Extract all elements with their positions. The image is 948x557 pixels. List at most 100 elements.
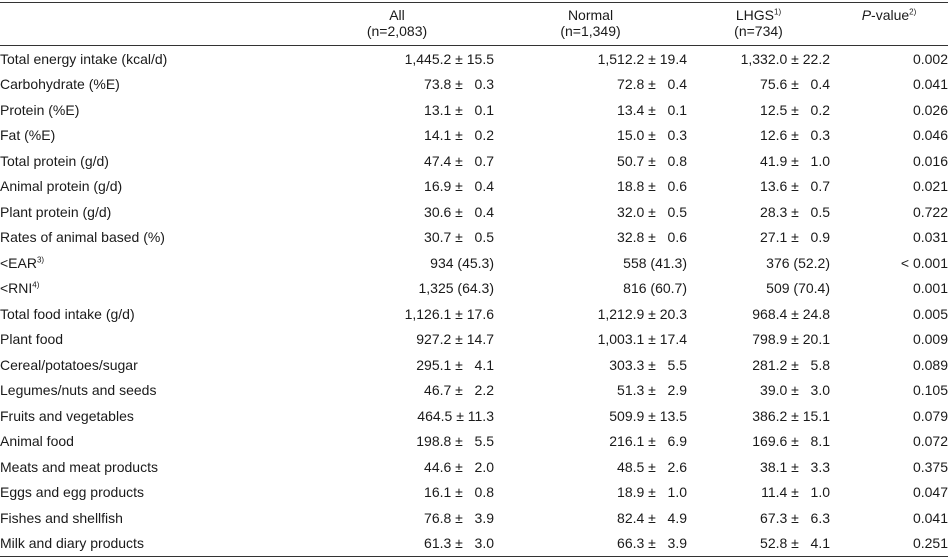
cell-p-value: 0.047: [912, 484, 948, 501]
table-row: Fishes and shellfish 76.8 ± 3.9 82.4 ± 4.9…: [0, 505, 948, 531]
cell-lhgs: 39.0 ± 3.0: [760, 382, 830, 399]
row-label-text: Milk and diary products: [0, 535, 144, 552]
col-header-p-rest: -value: [871, 7, 910, 23]
row-label-text: Total energy intake (kcal/d): [0, 50, 168, 67]
row-label: Fruits and vegetables: [0, 403, 300, 429]
cell-lhgs: 12.6 ± 0.3: [760, 127, 830, 144]
row-label-text: Protein (%E): [0, 101, 80, 118]
cell-lhgs: 169.6 ± 8.1: [752, 433, 830, 450]
cell-normal: 509.9 ± 13.5: [609, 407, 687, 424]
cell-normal: 66.3 ± 3.9: [494, 530, 687, 557]
row-label: Plant food: [0, 327, 300, 353]
table-body: Total energy intake (kcal/d) 1,445.2 ± 15…: [0, 46, 948, 557]
table-row: Plant protein (g/d) 30.6 ± 0.4 32.0 ± 0.5 2…: [0, 199, 948, 225]
table-row: Protein (%E) 13.1 ± 0.1 13.4 ± 0.1 12.5 ± 0…: [0, 97, 948, 123]
cell-all: 198.8 ± 5.5: [416, 433, 494, 450]
table-row: Meats and meat products 44.6 ± 2.0 48.5 ± …: [0, 454, 948, 480]
cell-p-value: 0.072: [912, 433, 948, 450]
cell-all: 1,445.2 ± 15.5: [404, 50, 494, 67]
cell-all: 46.7 ± 2.2: [424, 382, 494, 399]
table-row: Animal food 198.8 ± 5.5 216.1 ± 6.9 169.6 ±…: [0, 429, 948, 455]
cell-p-value: 0.041: [912, 509, 948, 526]
cell-normal: 216.1 ± 6.9: [609, 433, 687, 450]
table-row: Total energy intake (kcal/d) 1,445.2 ± 15…: [0, 46, 948, 72]
cell-lhgs: 38.1 ± 3.3: [760, 458, 830, 475]
cell-normal: 32.8 ± 0.6: [617, 229, 687, 246]
cell-all: 13.1 ± 0.1: [424, 101, 494, 118]
cell-p-value: 0.079: [912, 407, 948, 424]
row-label-text: Animal food: [0, 433, 74, 450]
row-label-text: Total protein (g/d): [0, 152, 109, 169]
col-header-p-value: P-value2): [830, 2, 948, 23]
cell-all: 47.4 ± 0.7: [424, 152, 494, 169]
row-label-text: Rates of animal based (%): [0, 229, 165, 246]
cell-all: 927.2 ± 14.7: [416, 331, 494, 348]
cell-lhgs: 376 (52.2): [766, 254, 830, 271]
row-label: Animal food: [0, 429, 300, 455]
header-label-cell: [0, 2, 300, 23]
cell-all: 464.5 ± 11.3: [417, 407, 494, 424]
table-row: Rates of animal based (%) 30.7 ± 0.5 32.8 …: [0, 225, 948, 251]
cell-p-value: 0.089: [912, 356, 948, 373]
col-header-normal-n: (n=1,349): [494, 23, 687, 46]
cell-all: 14.1 ± 0.2: [424, 127, 494, 144]
cell-p-value: 0.722: [912, 203, 948, 220]
row-label: Total protein (g/d): [0, 148, 300, 174]
row-label: Meats and meat products: [0, 454, 300, 480]
row-label: Fishes and shellfish: [0, 505, 300, 531]
cell-normal: 82.4 ± 4.9: [617, 509, 687, 526]
row-label: Milk and diary products: [0, 530, 300, 557]
cell-p-value: 0.041: [912, 76, 948, 93]
cell-p-value: 0.105: [912, 382, 948, 399]
row-label: <RNI4): [0, 276, 300, 302]
row-label: Protein (%E): [0, 97, 300, 123]
cell-p-value: 0.009: [912, 331, 948, 348]
cell-lhgs: 386.2 ± 15.1: [752, 407, 830, 424]
cell-all: 44.6 ± 2.0: [424, 458, 494, 475]
cell-lhgs: 13.6 ± 0.7: [760, 178, 830, 195]
cell-lhgs: 798.9 ± 20.1: [752, 331, 830, 348]
cell-normal: 50.7 ± 0.8: [617, 152, 687, 169]
row-label-text: Fishes and shellfish: [0, 509, 123, 526]
table-row: Total food intake (g/d) 1,126.1 ± 17.6 1,2…: [0, 301, 948, 327]
cell-p-value: 0.251: [830, 530, 948, 557]
row-label-text: <EAR: [0, 254, 37, 271]
row-label: Animal protein (g/d): [0, 174, 300, 200]
cell-p-value: 0.375: [912, 458, 948, 475]
col-header-p-blank: [830, 23, 948, 46]
table-row: Legumes/nuts and seeds 46.7 ± 2.2 51.3 ± 2…: [0, 378, 948, 404]
cell-all: 1,126.1 ± 17.6: [404, 305, 494, 322]
cell-all: 295.1 ± 4.1: [416, 356, 494, 373]
row-label: Fat (%E): [0, 123, 300, 149]
table-row: Carbohydrate (%E) 73.8 ± 0.3 72.8 ± 0.4 75.…: [0, 72, 948, 98]
cell-lhgs: 12.5 ± 0.2: [760, 101, 830, 118]
header-label-cell-2: [0, 23, 300, 46]
row-label-footnote: 3): [36, 255, 45, 265]
cell-normal: 1,512.2 ± 19.4: [597, 50, 687, 67]
cell-p-value: < 0.001: [900, 254, 948, 271]
cell-p-value: 0.016: [912, 152, 948, 169]
cell-lhgs: 11.4 ± 1.0: [761, 484, 830, 501]
table-row: <RNI4) 1,325 (64.3) 816 (60.7) 509 (70.4) 0.…: [0, 276, 948, 302]
table-row: Cereal/potatoes/sugar 295.1 ± 4.1 303.3 ± …: [0, 352, 948, 378]
col-header-all: All: [300, 2, 494, 23]
cell-lhgs: 509 (70.4): [766, 280, 830, 297]
row-label-text: Fruits and vegetables: [0, 407, 134, 424]
table-row: <EAR3) 934 (45.3) 558 (41.3) 376 (52.2) < 0.…: [0, 250, 948, 276]
row-label-text: Meats and meat products: [0, 458, 158, 475]
cell-normal: 72.8 ± 0.4: [617, 76, 687, 93]
row-label-text: Total food intake (g/d): [0, 305, 135, 322]
row-label-text: Legumes/nuts and seeds: [0, 382, 157, 399]
col-header-p-italic: P: [861, 7, 872, 23]
table-row: Fat (%E) 14.1 ± 0.2 15.0 ± 0.3 12.6 ± 0.3 0.…: [0, 123, 948, 149]
cell-normal: 15.0 ± 0.3: [617, 127, 687, 144]
table-row: Milk and diary products 61.3 ± 3.0 66.3 ± …: [0, 530, 948, 557]
cell-normal: 18.8 ± 0.6: [617, 178, 687, 195]
cell-lhgs: 281.2 ± 5.8: [752, 356, 830, 373]
cell-normal: 48.5 ± 2.6: [617, 458, 687, 475]
col-header-p-footnote: 2): [909, 7, 917, 17]
cell-normal: 1,003.1 ± 17.4: [597, 331, 687, 348]
table-row: Total protein (g/d) 47.4 ± 0.7 50.7 ± 0.8 4…: [0, 148, 948, 174]
cell-normal: 303.3 ± 5.5: [609, 356, 687, 373]
